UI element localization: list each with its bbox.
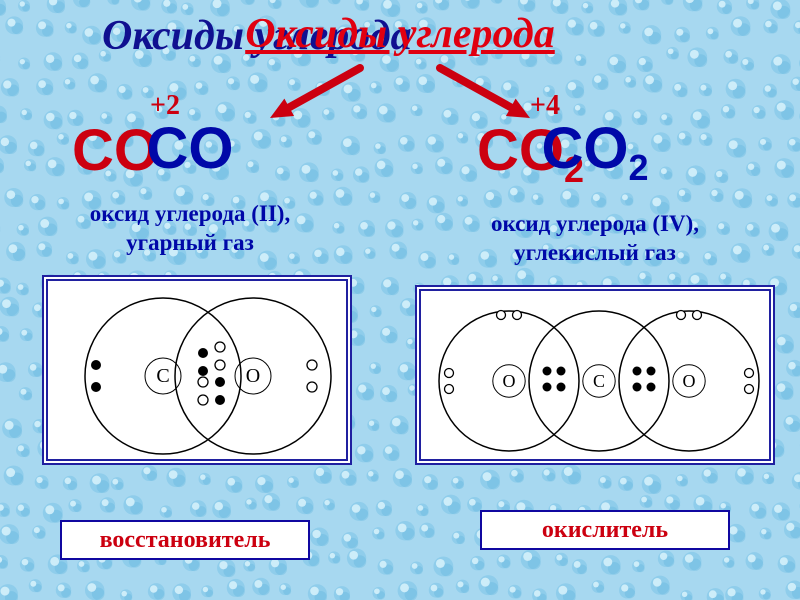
left-formula-fg: CO <box>147 116 234 181</box>
right-formula: CO2 CO2 <box>475 120 715 178</box>
slide-stage: Оксиды углерода Оксиды углерода +2 CO CO… <box>0 0 800 600</box>
svg-text:C: C <box>593 371 605 391</box>
left-role-text: восстановитель <box>100 527 271 554</box>
left-formula-shadow: CO <box>72 122 159 180</box>
left-name-line1: оксид углерода (II), <box>90 201 290 226</box>
right-formula-fg: CO2 <box>542 116 649 181</box>
svg-text:O: O <box>503 371 516 391</box>
left-role-box: восстановитель <box>60 520 310 560</box>
right-role-box: окислитель <box>480 510 730 550</box>
right-name: оксид углерода (IV), углекислый газ <box>415 210 775 268</box>
svg-text:O: O <box>683 371 696 391</box>
left-diagram-panel: CO <box>42 275 352 465</box>
right-name-line1: оксид углерода (IV), <box>491 211 699 236</box>
right-name-line2: углекислый газ <box>514 240 676 265</box>
left-name-line2: угарный газ <box>126 230 254 255</box>
slide-title: Оксиды углерода Оксиды углерода <box>100 10 700 58</box>
svg-text:O: O <box>246 365 260 387</box>
left-formula: CO CO <box>70 120 310 178</box>
left-name: оксид углерода (II), угарный газ <box>10 200 370 258</box>
right-role-text: окислитель <box>542 517 668 544</box>
left-diagram: CO <box>48 281 346 459</box>
svg-text:C: C <box>156 365 169 387</box>
right-diagram-panel: OCO <box>415 285 775 465</box>
right-diagram: OCO <box>421 291 769 459</box>
